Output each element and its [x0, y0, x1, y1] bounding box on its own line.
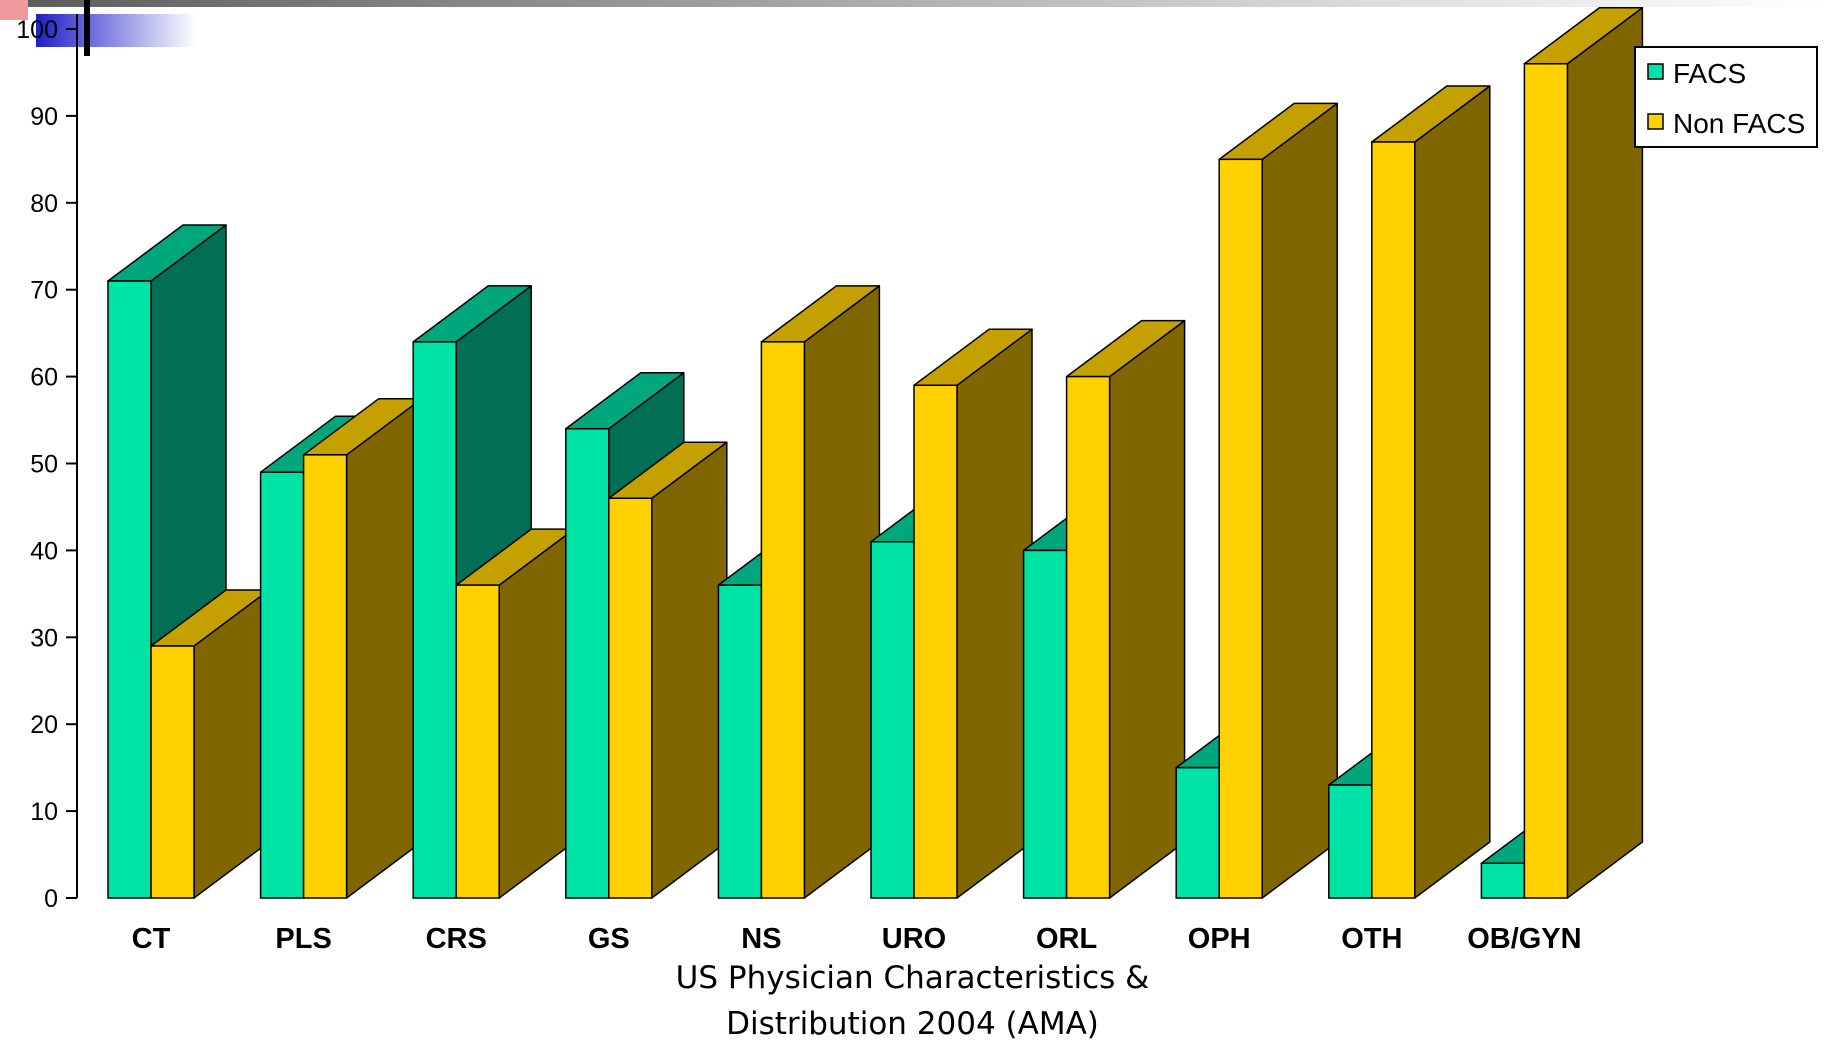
bar-side-face	[345, 398, 423, 899]
x-category-label: OTH	[1341, 923, 1402, 955]
y-tick-label: 30	[30, 624, 58, 652]
legend: FACS Non FACS	[1634, 46, 1818, 148]
y-tick-label: 20	[30, 711, 58, 739]
y-tick-label: 90	[30, 103, 58, 131]
legend-label-non-facs: Non FACS	[1673, 108, 1805, 139]
x-category-label: ORL	[1036, 923, 1097, 955]
bar-side-face	[1566, 7, 1644, 899]
bar-front-face	[1218, 158, 1263, 899]
bar-front-face	[412, 341, 457, 899]
x-category-label: NS	[741, 923, 781, 955]
y-tick-label: 80	[30, 190, 58, 218]
bar-non-facs-orl	[1065, 319, 1186, 899]
bar-non-facs-crs	[455, 528, 575, 899]
legend-label-facs: FACS	[1673, 58, 1746, 89]
x-category-label: OB/GYN	[1467, 923, 1581, 955]
bar-side-face	[1261, 102, 1338, 899]
bar-front-face	[1371, 141, 1416, 899]
bar-front-face	[1022, 549, 1068, 899]
bar-front-face	[1328, 784, 1373, 899]
legend-swatch-non-facs	[1647, 113, 1664, 130]
bar-non-facs-pls	[302, 398, 423, 899]
y-axis: 0 10 20 30 40 50 60 70 80 90 100	[16, 14, 78, 913]
bar-front-face	[259, 471, 305, 899]
bar-front-face	[913, 384, 958, 899]
bar-front-face	[608, 497, 653, 899]
y-tick-label: 70	[30, 277, 58, 305]
bar-front-face	[302, 454, 348, 899]
bar-side-face	[498, 528, 575, 899]
x-axis-labels: CT PLS CRS GS NS URO ORL OPH OTH OB/GYN	[132, 923, 1582, 955]
y-tick-label: 60	[30, 364, 58, 392]
x-category-label: URO	[882, 923, 946, 955]
legend-box	[1634, 46, 1818, 148]
bar-non-facs-gs	[608, 441, 728, 899]
x-category-label: OPH	[1188, 923, 1251, 955]
bar-front-face	[1175, 766, 1220, 899]
y-tick-label: 10	[30, 798, 58, 826]
y-tick-label: 40	[30, 537, 58, 565]
bar-side-face	[803, 285, 881, 899]
bar-non-facs-ct	[150, 589, 270, 899]
bar-front-face	[565, 427, 610, 899]
y-tick-label: 50	[30, 451, 58, 479]
bar-non-facs-ob-gyn	[1523, 7, 1644, 899]
slide-header-decoration	[0, 0, 1825, 56]
bar-side-face	[956, 328, 1033, 899]
x-category-label: CT	[132, 923, 171, 955]
x-category-label: GS	[588, 923, 630, 955]
bar-front-face	[455, 584, 500, 899]
bars	[107, 7, 1644, 899]
bar-front-face	[150, 645, 195, 899]
bar-non-facs-oph	[1218, 102, 1338, 899]
bar-side-face	[1414, 85, 1491, 899]
bar-front-face	[870, 540, 915, 899]
bar-side-face	[1108, 319, 1186, 899]
bar-non-facs-ns	[760, 285, 881, 899]
bar-non-facs-oth	[1371, 85, 1491, 899]
bar-front-face	[717, 584, 763, 899]
bar-front-face	[107, 280, 152, 899]
legend-swatch-facs	[1647, 63, 1664, 80]
bar-side-face	[651, 441, 728, 899]
caption-line-1: US Physician Characteristics &	[675, 960, 1150, 996]
bar-front-face	[1480, 862, 1526, 899]
x-category-label: CRS	[426, 923, 487, 955]
bar-non-facs-uro	[913, 328, 1033, 899]
bar-front-face	[760, 341, 806, 899]
chart-caption: US Physician Characteristics & Distribut…	[0, 955, 1825, 1047]
bar-front-face	[1065, 375, 1111, 899]
x-category-label: PLS	[275, 923, 331, 955]
caption-line-2: Distribution 2004 (AMA)	[726, 1006, 1099, 1042]
y-tick-label: 0	[44, 885, 58, 913]
y-tick-label: 100	[16, 16, 58, 44]
bar-front-face	[1523, 63, 1569, 899]
